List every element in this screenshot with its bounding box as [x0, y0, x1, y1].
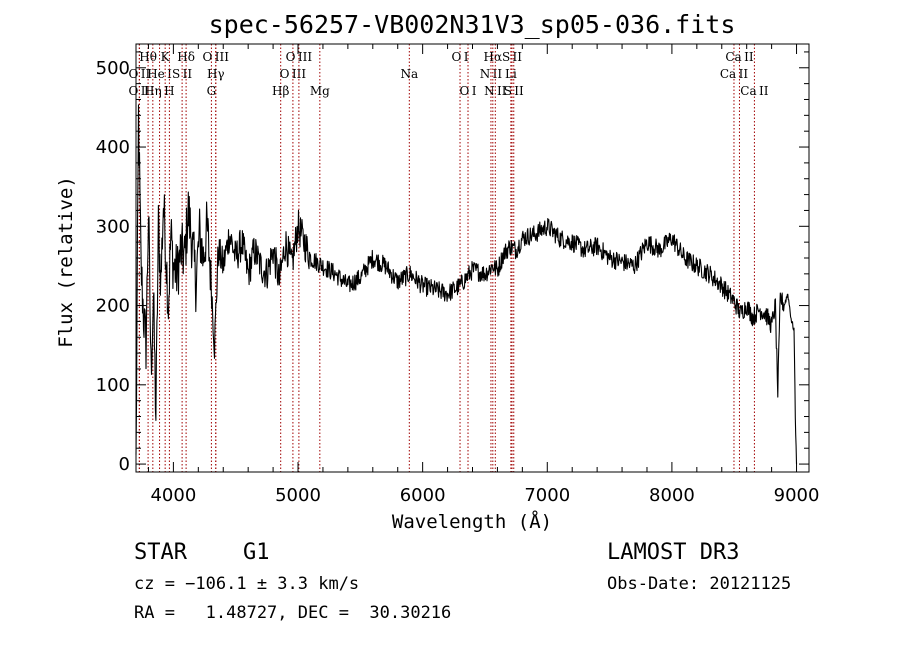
x-tick-label: 9000 [774, 485, 820, 506]
line-marker-label: Hθ [139, 50, 157, 64]
line-marker-label: H [164, 84, 174, 98]
survey-name: LAMOST DR3 [607, 540, 740, 565]
line-marker-label: Na [400, 67, 418, 81]
y-axis-label: Flux (relative) [55, 176, 77, 348]
line-marker-label: O III [286, 50, 313, 64]
x-tick-label: 7000 [524, 485, 570, 506]
x-axis-label: Wavelength (Å) [392, 510, 552, 533]
x-tick-label: 5000 [275, 485, 321, 506]
y-tick-label: 400 [96, 137, 130, 158]
coordinates: RA = 1.48727, DEC = 30.30216 [134, 603, 452, 623]
spectrum-layer [135, 104, 798, 465]
line-marker-label: Hη [144, 84, 162, 98]
spectrum-line [135, 104, 798, 465]
obs-date: Obs-Date: 20121125 [607, 574, 792, 594]
y-tick-label: 200 [96, 296, 130, 317]
line-marker-label: Ca II [720, 67, 748, 81]
object-class: STAR [134, 540, 187, 565]
line-marker-label: Hγ [207, 67, 225, 81]
chart-title: spec-56257-VB002N31V3_sp05-036.fits [209, 10, 736, 39]
redshift-cz: cz = −106.1 ± 3.3 km/s [134, 574, 360, 594]
y-tick-label: 0 [119, 454, 130, 475]
object-subclass: G1 [243, 540, 270, 565]
line-marker-label: O I [460, 84, 477, 98]
line-marker-label: S II [172, 67, 192, 81]
y-tick-label: 500 [96, 58, 130, 79]
tick-layer: 4000 5000 6000 7000 8000 9000 0 100 200 300 400 500 [96, 44, 820, 506]
line-marker-label: Hδ [177, 50, 195, 64]
line-marker-label: Ca II [740, 84, 768, 98]
y-tick-label: 100 [96, 375, 130, 396]
line-marker-label: He I [147, 67, 172, 81]
y-tick-label: 300 [96, 216, 130, 237]
line-marker-label: Li [505, 67, 517, 81]
line-marker-label: S II [504, 84, 524, 98]
line-marker-label: O II [129, 67, 151, 81]
line-marker-label: N II [480, 67, 503, 81]
line-marker-label: G [207, 84, 217, 98]
x-tick-label: 6000 [400, 485, 446, 506]
line-marker-label: Mg [310, 84, 330, 98]
line-marker-label: Ca II [725, 50, 753, 64]
line-marker-label: O I [452, 50, 469, 64]
line-marker-label: O III [280, 67, 307, 81]
x-tick-label: 8000 [649, 485, 695, 506]
line-marker-label: Hα [484, 50, 503, 64]
line-marker-label: K [161, 50, 171, 64]
line-marker-label: S II [502, 50, 522, 64]
line-marker-label: N II [484, 84, 507, 98]
x-tick-label: 4000 [150, 485, 196, 506]
line-marker-label: Hβ [272, 84, 289, 98]
line-marker-label: O III [203, 50, 230, 64]
